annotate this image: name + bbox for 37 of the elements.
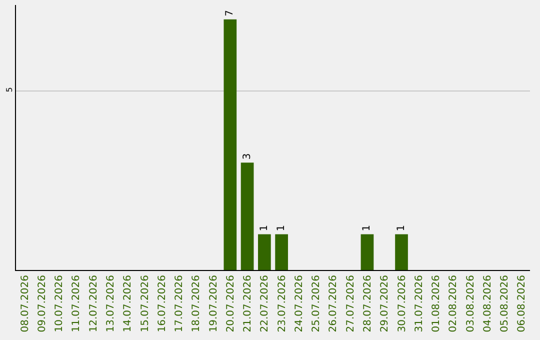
data-label: 1 [396,224,408,232]
x-tick-label: 27.07.2026 [345,275,356,332]
x-tick-label: 14.07.2026 [122,275,134,332]
x-tick-label: 05.08.2026 [500,275,511,332]
x-tick-label: 16.07.2026 [156,275,168,332]
x-tick-label: 31.07.2026 [414,275,425,332]
x-tick-label: 24.07.2026 [294,275,305,332]
x-tick-label: 06.08.2026 [516,275,528,332]
x-tick-label: 18.07.2026 [191,275,202,332]
x-tick-label: 28.07.2026 [362,275,374,332]
data-label: 7 [224,10,236,16]
x-tick-label: 30.07.2026 [396,275,408,332]
x-tick-label: 26.07.2026 [328,275,340,332]
x-tick-label: 23.07.2026 [276,275,288,332]
x-tick-label: 10.07.2026 [54,275,66,332]
x-tick-label: 13.07.2026 [105,275,116,332]
x-tick-label: 17.07.2026 [174,275,186,332]
x-tick-label: 25.07.2026 [311,275,322,332]
x-tick-label: 08.07.2026 [20,275,31,332]
x-tick-label: 11.07.2026 [71,275,82,332]
x-tick-label: 01.08.2026 [431,275,442,332]
x-tick-label: 12.07.2026 [88,275,100,332]
y-tick-label: 5 [4,87,14,92]
data-label: 1 [258,224,270,232]
data-label: 1 [362,224,373,232]
x-tick-label: 29.07.2026 [380,275,391,332]
x-tick-label: 15.07.2026 [140,275,151,332]
x-tick-label: 19.07.2026 [208,275,220,332]
data-label: 3 [242,153,253,160]
x-tick-label: 03.08.2026 [465,275,476,332]
x-tick-label: 02.08.2026 [448,275,460,332]
x-tick-label: 09.07.2026 [36,275,48,332]
x-tick-label: 22.07.2026 [260,275,271,332]
x-tick-label: 21.07.2026 [242,275,254,332]
x-tick-label: 04.08.2026 [482,275,494,332]
data-label: 1 [276,224,288,232]
x-tick-label: 20.07.2026 [225,275,236,332]
